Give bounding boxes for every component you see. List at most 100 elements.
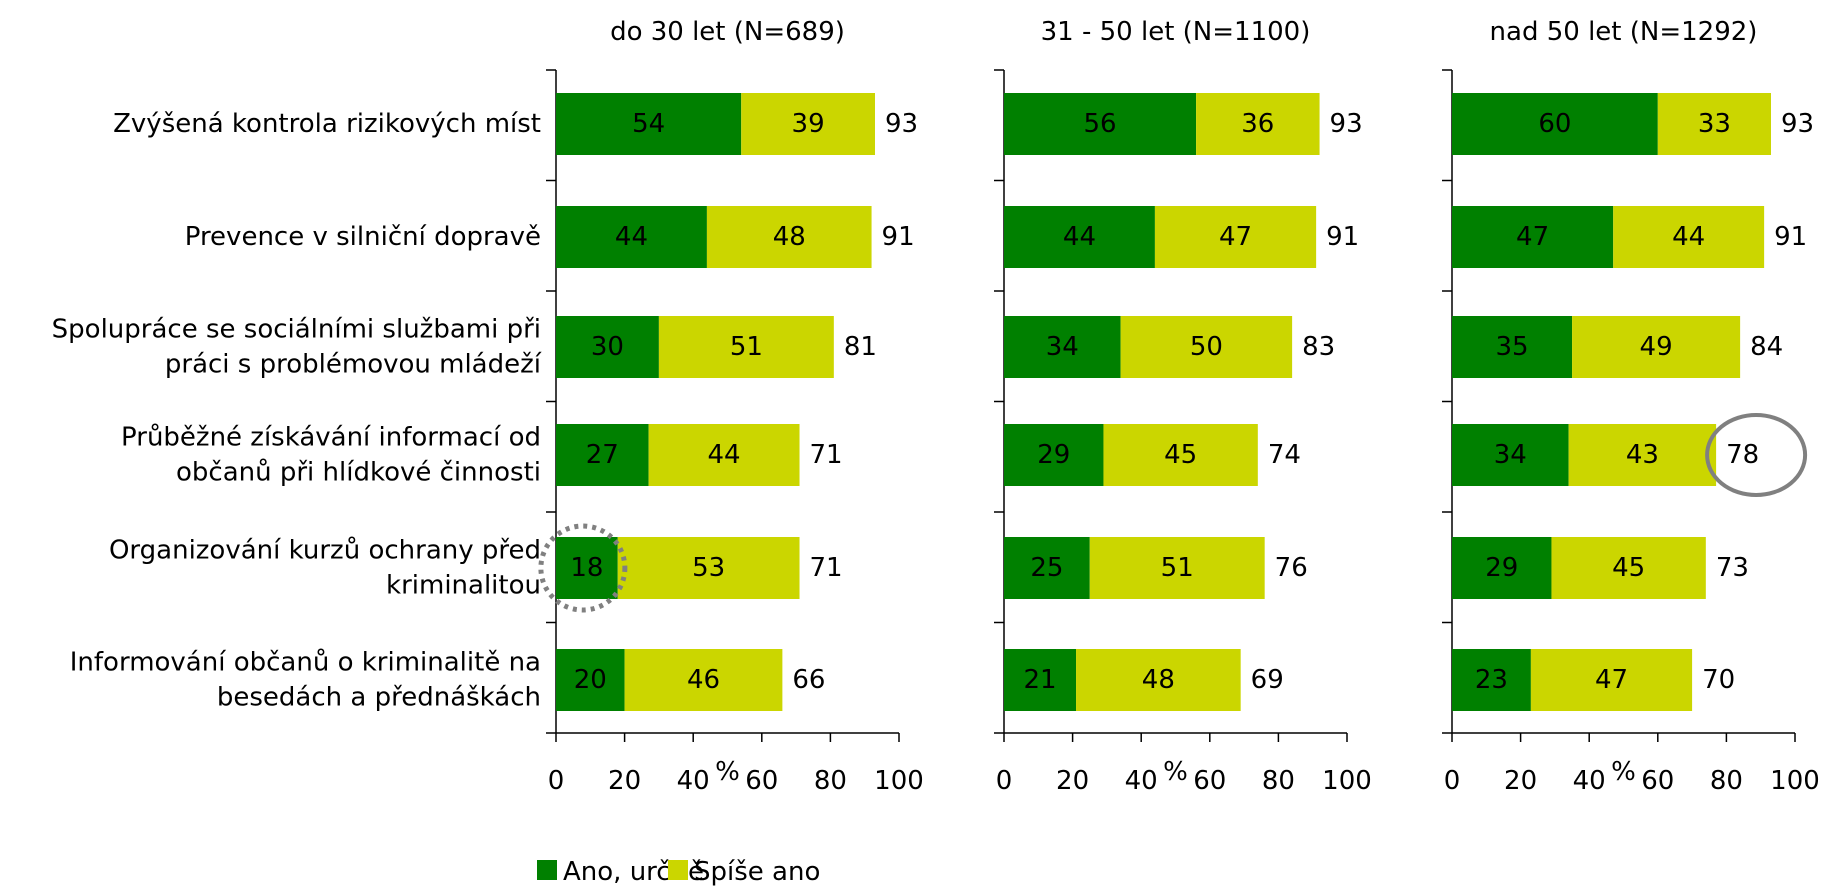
data-label-ano-urcite: 29 [1037,440,1070,470]
axis-unit-label: % [715,757,740,787]
tick-label: 100 [1322,766,1372,796]
bar-spise-ano [617,537,800,599]
bar-ano-urcite [556,649,625,711]
highlight-circle [1705,413,1808,497]
data-label-total: 70 [1702,665,1735,695]
data-label-total: 91 [882,222,915,252]
data-label-total: 73 [1716,553,1749,583]
data-label-spise-ano: 49 [1640,332,1673,362]
data-label-spise-ano: 48 [1142,665,1175,695]
legend-item: Spíše ano [668,857,820,887]
data-label-total: 66 [792,665,825,695]
data-label-total: 93 [1781,109,1814,139]
annotations [538,413,1808,613]
bar-spise-ano [1551,537,1706,599]
category-label: práci s problémovou mládeží [165,350,542,380]
data-label-spise-ano: 43 [1626,440,1659,470]
data-label-ano-urcite: 20 [574,665,607,695]
data-label-ano-urcite: 54 [632,109,665,139]
category-labels: Zvýšená kontrola rizikových míst Prevence… [52,109,542,713]
data-label-spise-ano: 53 [692,553,725,583]
bar-spise-ano [658,316,834,378]
bar-ano-urcite [1004,206,1155,268]
bar-ano-urcite [1452,649,1531,711]
tick-label: 0 [996,766,1013,796]
data-label-spise-ano: 44 [708,440,741,470]
category-label: Informování občanů o kriminalitě na [70,648,541,678]
bar-ano-urcite [556,537,618,599]
tick-label: 40 [1125,766,1158,796]
chart-panels: do 30 let (N=689) 0 20 40 60 80 100% 54 39 93 44 48… [546,17,1820,796]
category-label: Průběžné získávání informací od [121,423,541,453]
data-label-total: 93 [1330,109,1363,139]
data-label-spise-ano: 51 [730,332,763,362]
data-label-spise-ano: 47 [1595,665,1628,695]
tick-label: 60 [1641,766,1674,796]
data-label-ano-urcite: 18 [570,553,603,583]
panel-2: 31 - 50 let (N=1100) 0 20 40 60 80 100% 56 36 93 4… [994,17,1372,796]
data-label-total: 91 [1774,222,1807,252]
data-label-ano-urcite: 34 [1494,440,1527,470]
panel-3: nad 50 let (N=1292)0 20 40 60 80 100%60 33 9347… [1442,17,1820,796]
bar-spise-ano [1530,649,1693,711]
category-label: Organizování kurzů ochrany před [109,536,541,566]
bar-ano-urcite [1452,93,1658,155]
bar-spise-ano [648,424,800,486]
category-label: Spolupráce se sociálními službami při [52,315,541,345]
data-label-spise-ano: 39 [792,109,825,139]
bar-ano-urcite [1004,316,1121,378]
bar-ano-urcite [1004,93,1197,155]
tick-label: 20 [608,766,641,796]
bar-spise-ano [1613,206,1765,268]
panel-1: do 30 let (N=689) 0 20 40 60 80 100% 54 39 93 44 48… [546,17,924,796]
bar-spise-ano [1103,424,1258,486]
bar-spise-ano [1120,316,1293,378]
bar-spise-ano [1154,206,1317,268]
tick-label: 40 [1573,766,1606,796]
data-label-ano-urcite: 23 [1475,665,1508,695]
category-label: Zvýšená kontrola rizikových míst [113,109,541,139]
bar-spise-ano [1196,93,1320,155]
data-label-total: 69 [1251,665,1284,695]
bar-spise-ano [1657,93,1771,155]
tick-label: 60 [745,766,778,796]
axis-unit-label: % [1611,757,1636,787]
data-label-ano-urcite: 27 [586,440,619,470]
category-label: kriminalitou [386,571,541,601]
bar-ano-urcite [556,206,707,268]
data-label-ano-urcite: 56 [1083,109,1116,139]
legend-swatch [668,860,688,880]
bar-ano-urcite [1004,424,1104,486]
data-label-total: 71 [810,440,843,470]
data-label-ano-urcite: 29 [1485,553,1518,583]
bar-ano-urcite [1452,206,1614,268]
data-label-total: 76 [1275,553,1308,583]
data-label-spise-ano: 46 [687,665,720,695]
category-label: Prevence v silniční dopravě [185,222,541,252]
data-label-ano-urcite: 44 [1063,222,1096,252]
data-label-total: 78 [1726,440,1759,470]
data-label-total: 84 [1750,332,1783,362]
bar-spise-ano [706,206,872,268]
data-label-total: 81 [844,332,877,362]
bar-ano-urcite [1452,537,1552,599]
data-label-total: 71 [810,553,843,583]
tick-label: 100 [1770,766,1820,796]
tick-label: 20 [1504,766,1537,796]
data-label-total: 93 [885,109,918,139]
bar-spise-ano [741,93,875,155]
bar-spise-ano [624,649,783,711]
axis-unit-label: % [1163,757,1188,787]
bar-spise-ano [1568,424,1717,486]
tick-label: 80 [1262,766,1295,796]
tick-label: 40 [677,766,710,796]
panel-title: 31 - 50 let (N=1100) [1041,17,1311,47]
data-label-spise-ano: 50 [1190,332,1223,362]
tick-label: 0 [1444,766,1461,796]
data-label-total: 83 [1302,332,1335,362]
bar-ano-urcite [1004,537,1090,599]
data-label-total: 74 [1268,440,1301,470]
